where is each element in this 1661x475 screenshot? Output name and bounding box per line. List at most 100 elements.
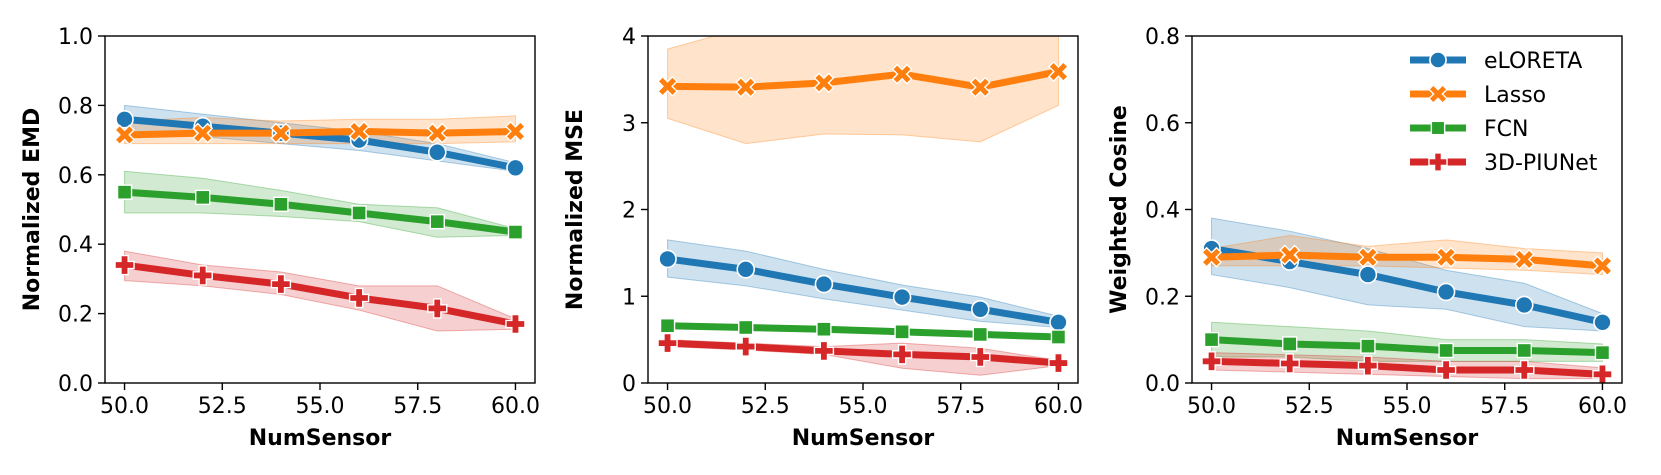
data-point-eloreta-4 <box>970 299 990 319</box>
data-point-3d-piunet-2 <box>813 340 835 362</box>
legend-item-eloreta: eLORETA <box>1410 49 1582 74</box>
x-tick-label: 55.0 <box>839 394 888 419</box>
x-axis-label: NumSensor <box>249 426 392 451</box>
data-point-fcn-4 <box>429 213 445 230</box>
series-line-fcn <box>124 188 516 236</box>
data-point-3d-piunet-2 <box>1357 355 1379 376</box>
y-tick-label: 4 <box>622 25 636 50</box>
data-point-lasso-0 <box>114 124 136 146</box>
chart-panel-weighted-cosine: 50.0 52.5 55.0 57.5 60.0 0.0 0.2 0.4 0.6 0.8 NumSe… <box>1107 25 1627 451</box>
data-point-lasso-5 <box>1047 61 1069 83</box>
chart-panel-normalized-emd: 50.0 52.5 55.0 57.5 60.0 0.0 0.2 0.4 0.6 0.8 1.0 Nu… <box>20 25 540 451</box>
data-point-lasso-1 <box>735 76 757 98</box>
y-tick-label: 0.4 <box>1145 199 1180 224</box>
data-point-fcn-0 <box>1203 331 1220 348</box>
legend-label: eLORETA <box>1484 49 1582 74</box>
x-tick-label: 50.0 <box>1187 394 1236 419</box>
data-point-lasso-4 <box>1513 248 1535 270</box>
data-point-eloreta-1 <box>736 260 756 279</box>
x-tick-label: 50.0 <box>100 394 149 419</box>
data-point-fcn-4 <box>972 326 988 343</box>
series-line-eloreta <box>667 255 1060 326</box>
data-point-lasso-2 <box>813 72 835 94</box>
data-point-lasso-2 <box>270 122 292 144</box>
data-point-fcn-3 <box>894 324 910 340</box>
data-point-lasso-1 <box>192 122 214 144</box>
data-point-eloreta-4 <box>1514 295 1534 315</box>
y-tick-label: 0.8 <box>58 94 93 119</box>
legend-marker-fcn <box>1430 120 1446 136</box>
data-point-fcn-2 <box>1360 338 1376 354</box>
data-point-fcn-0 <box>116 184 133 200</box>
data-point-3d-piunet-3 <box>348 287 370 309</box>
x-tick-label: 60.0 <box>491 394 540 419</box>
data-point-3d-piunet-3 <box>1435 359 1457 381</box>
data-point-eloreta-4 <box>427 142 447 162</box>
series-line-3d-piunet <box>667 339 1059 367</box>
x-tick-label: 52.5 <box>1285 394 1334 419</box>
y-tick-label: 0.0 <box>58 372 93 397</box>
confidence-band-lasso <box>667 36 1059 145</box>
data-point-3d-piunet-0 <box>657 332 678 354</box>
data-point-eloreta-5 <box>1049 312 1068 332</box>
data-point-lasso-4 <box>426 122 448 144</box>
y-tick-label: 0.2 <box>1145 285 1180 310</box>
data-point-lasso-0 <box>657 75 679 97</box>
data-point-eloreta-2 <box>1358 265 1378 284</box>
series-line-eloreta <box>124 115 517 172</box>
legend-marker-lasso <box>1427 83 1449 105</box>
legend-label: FCN <box>1484 117 1528 142</box>
data-point-lasso-2 <box>1357 246 1379 268</box>
series-line-lasso <box>1211 251 1603 270</box>
y-tick-label: 0 <box>622 372 636 397</box>
data-point-fcn-1 <box>738 319 754 336</box>
y-tick-label: 0.6 <box>1145 112 1180 137</box>
data-point-lasso-0 <box>1201 246 1223 268</box>
confidence-band-eloreta <box>1211 217 1603 332</box>
data-point-3d-piunet-2 <box>270 273 292 295</box>
data-point-fcn-5 <box>1594 344 1611 361</box>
data-point-lasso-4 <box>969 76 991 98</box>
y-tick-label: 1.0 <box>58 25 93 50</box>
data-point-3d-piunet-5 <box>505 313 526 335</box>
y-axis-label: Normalized MSE <box>563 109 588 310</box>
legend-item-3d-piunet: 3D-PIUNet <box>1410 151 1598 176</box>
data-point-3d-piunet-4 <box>427 298 448 319</box>
y-tick-label: 1 <box>622 285 636 310</box>
data-point-lasso-3 <box>1435 246 1457 268</box>
series-line-lasso <box>667 68 1060 91</box>
y-tick-label: 0.6 <box>58 164 93 189</box>
data-point-fcn-3 <box>1438 342 1454 359</box>
series-line-3d-piunet <box>124 261 517 328</box>
data-point-lasso-1 <box>1279 244 1301 266</box>
series-line-eloreta <box>1210 245 1604 326</box>
x-tick-label: 57.5 <box>936 394 985 419</box>
y-axis-label: Normalized EMD <box>20 108 45 312</box>
data-point-3d-piunet-4 <box>970 346 991 368</box>
legend: eLORETA Lasso FCN 3D-PIUNet <box>1410 49 1598 176</box>
data-point-3d-piunet-0 <box>1201 351 1222 372</box>
x-tick-label: 52.5 <box>198 394 247 419</box>
data-point-eloreta-0 <box>658 249 677 269</box>
y-axis-label: Weighted Cosine <box>1107 105 1132 314</box>
legend-label: Lasso <box>1484 83 1546 108</box>
plot-area <box>1201 217 1613 383</box>
x-tick-label: 57.5 <box>1480 394 1529 419</box>
data-point-fcn-2 <box>273 196 289 212</box>
plot-area <box>657 36 1069 376</box>
data-point-eloreta-0 <box>115 109 134 129</box>
plot-area <box>114 104 526 335</box>
data-point-fcn-5 <box>1050 329 1067 345</box>
data-point-eloreta-3 <box>892 287 912 307</box>
x-tick-label: 60.0 <box>1578 394 1627 419</box>
data-point-fcn-3 <box>351 205 367 221</box>
x-tick-label: 52.5 <box>741 394 790 419</box>
y-tick-label: 0.8 <box>1145 25 1180 50</box>
data-point-lasso-3 <box>891 63 913 85</box>
legend-marker-eloreta <box>1429 51 1447 69</box>
data-point-3d-piunet-3 <box>891 344 913 365</box>
data-point-eloreta-5 <box>1593 312 1612 332</box>
x-tick-label: 57.5 <box>393 394 442 419</box>
y-tick-label: 2 <box>622 199 636 224</box>
